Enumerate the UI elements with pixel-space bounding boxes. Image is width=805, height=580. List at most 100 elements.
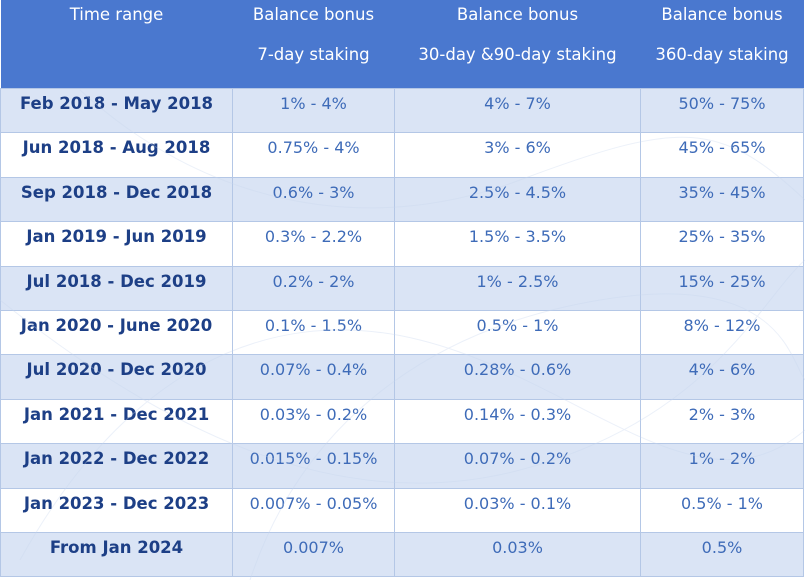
time-range-cell: Jan 2020 - June 2020: [0, 309, 233, 356]
bonus-30-90-day-cell: 0.07% - 0.2%: [394, 443, 641, 489]
bonus-7-day-text: 0.2% - 2%: [272, 271, 355, 291]
table-row: Jun 2018 - Aug 2018 0.75% - 4% 3% - 6% 4…: [0, 132, 804, 178]
bonus-30-90-day-cell: 0.14% - 0.3%: [394, 398, 641, 445]
time-range-cell: Jan 2019 - Jun 2019: [0, 221, 233, 267]
bonus-30-90-day-text: 0.5% - 1%: [476, 315, 559, 335]
table-row: Jan 2023 - Dec 2023 0.007% - 0.05% 0.03%…: [0, 487, 804, 533]
bonus-7-day-text: 0.007%: [282, 537, 344, 557]
bonus-7-day-text: 0.1% - 1.5%: [264, 315, 363, 335]
time-range-text: Jul 2018 - Dec 2019: [26, 271, 207, 291]
bonus-360-day-text: 4% - 6%: [688, 360, 756, 380]
time-range-cell: From Jan 2024: [0, 531, 233, 578]
time-range-cell: Jun 2018 - Aug 2018: [0, 132, 233, 178]
bonus-30-90-day-cell: 0.28% - 0.6%: [394, 354, 641, 400]
bonus-7-day-text: 0.07% - 0.4%: [259, 360, 368, 380]
bonus-7-day-text: 0.015% - 0.15%: [249, 449, 378, 469]
header-time-range: Time range: [0, 0, 233, 89]
table-row: Jan 2019 - Jun 2019 0.3% - 2.2% 1.5% - 3…: [0, 221, 804, 267]
time-range-cell: Jan 2023 - Dec 2023: [0, 487, 233, 533]
header-label-line2: 7-day staking: [257, 45, 370, 64]
bonus-7-day-cell: 0.2% - 2%: [232, 265, 395, 311]
bonus-30-90-day-cell: 4% - 7%: [394, 87, 641, 134]
header-label-line2: 360-day staking: [655, 45, 789, 64]
bonus-7-day-cell: 0.015% - 0.15%: [232, 443, 395, 489]
time-range-cell: Jan 2022 - Dec 2022: [0, 443, 233, 489]
header-30-90-day-staking: Balance bonus 30-day &90-day staking: [394, 0, 641, 89]
header-label-line1: Time range: [69, 5, 164, 24]
bonus-7-day-cell: 0.03% - 0.2%: [232, 398, 395, 445]
table-row: Jan 2021 - Dec 2021 0.03% - 0.2% 0.14% -…: [0, 398, 804, 445]
time-range-cell: Jul 2018 - Dec 2019: [0, 265, 233, 311]
table-row: Feb 2018 - May 2018 1% - 4% 4% - 7% 50% …: [0, 87, 804, 134]
bonus-360-day-cell: 15% - 25%: [640, 265, 804, 311]
header-7-day-staking: Balance bonus 7-day staking: [232, 0, 395, 89]
bonus-360-day-text: 2% - 3%: [688, 404, 756, 424]
bonus-360-day-cell: 2% - 3%: [640, 398, 804, 445]
time-range-text: Sep 2018 - Dec 2018: [20, 182, 213, 202]
header-label-line1: Balance bonus: [456, 5, 579, 24]
bonus-7-day-text: 0.007% - 0.05%: [249, 493, 378, 513]
bonus-7-day-cell: 0.007%: [232, 531, 395, 578]
time-range-text: Jan 2021 - Dec 2021: [23, 404, 210, 424]
time-range-cell: Sep 2018 - Dec 2018: [0, 176, 233, 223]
bonus-30-90-day-text: 4% - 7%: [484, 94, 551, 113]
bonus-30-90-day-text: 3% - 6%: [484, 138, 551, 158]
bonus-30-90-day-text: 1% - 2.5%: [476, 271, 559, 291]
bonus-30-90-day-text: 0.28% - 0.6%: [463, 360, 572, 380]
time-range-text: From Jan 2024: [49, 537, 184, 557]
time-range-text: Jan 2019 - Jun 2019: [26, 227, 207, 247]
bonus-360-day-cell: 45% - 65%: [640, 132, 804, 178]
bonus-30-90-day-text: 1.5% - 3.5%: [468, 227, 567, 247]
bonus-7-day-text: 0.3% - 2.2%: [264, 227, 363, 247]
bonus-360-day-text: 0.5% - 1%: [681, 493, 763, 513]
table-row: Jul 2018 - Dec 2019 0.2% - 2% 1% - 2.5% …: [0, 265, 804, 311]
header-label-line2: 30-day &90-day staking: [418, 45, 617, 64]
time-range-text: Jun 2018 - Aug 2018: [22, 138, 211, 158]
bonus-30-90-day-cell: 1% - 2.5%: [394, 265, 641, 311]
time-range-text: Jul 2020 - Dec 2020: [26, 360, 207, 380]
table-body: Feb 2018 - May 2018 1% - 4% 4% - 7% 50% …: [0, 87, 804, 578]
bonus-360-day-cell: 8% - 12%: [640, 309, 804, 356]
time-range-cell: Jul 2020 - Dec 2020: [0, 354, 233, 400]
bonus-7-day-cell: 0.6% - 3%: [232, 176, 395, 223]
time-range-text: Jan 2022 - Dec 2022: [23, 449, 210, 469]
bonus-7-day-cell: 0.75% - 4%: [232, 132, 395, 178]
bonus-7-day-text: 0.03% - 0.2%: [259, 404, 368, 424]
time-range-text: Feb 2018 - May 2018: [19, 94, 214, 113]
table-row: Sep 2018 - Dec 2018 0.6% - 3% 2.5% - 4.5…: [0, 176, 804, 223]
bonus-360-day-text: 45% - 65%: [678, 138, 766, 158]
bonus-360-day-text: 1% - 2%: [688, 449, 756, 469]
bonus-360-day-text: 15% - 25%: [678, 271, 766, 291]
bonus-30-90-day-text: 0.14% - 0.3%: [463, 404, 572, 424]
bonus-360-day-cell: 0.5%: [640, 531, 804, 578]
time-range-text: Jan 2023 - Dec 2023: [23, 493, 210, 513]
header-row: Time range Balance bonus 7-day staking B…: [0, 0, 804, 89]
time-range-text: Jan 2020 - June 2020: [20, 315, 213, 335]
bonus-7-day-cell: 1% - 4%: [232, 87, 395, 134]
bonus-360-day-text: 50% - 75%: [678, 94, 766, 113]
table-row: Jul 2020 - Dec 2020 0.07% - 0.4% 0.28% -…: [0, 354, 804, 400]
header-label-line1: Balance bonus: [661, 5, 783, 24]
bonus-30-90-day-cell: 0.03%: [394, 531, 641, 578]
header-360-day-staking: Balance bonus 360-day staking: [640, 0, 804, 89]
bonus-7-day-text: 0.6% - 3%: [272, 182, 355, 202]
bonus-30-90-day-cell: 1.5% - 3.5%: [394, 221, 641, 267]
bonus-30-90-day-text: 0.07% - 0.2%: [463, 449, 572, 469]
bonus-30-90-day-text: 0.03%: [492, 537, 543, 557]
bonus-30-90-day-text: 2.5% - 4.5%: [468, 182, 567, 202]
table-row: Jan 2022 - Dec 2022 0.015% - 0.15% 0.07%…: [0, 443, 804, 489]
bonus-7-day-cell: 0.1% - 1.5%: [232, 309, 395, 356]
time-range-cell: Jan 2021 - Dec 2021: [0, 398, 233, 445]
bonus-30-90-day-cell: 0.5% - 1%: [394, 309, 641, 356]
bonus-7-day-cell: 0.3% - 2.2%: [232, 221, 395, 267]
bonus-360-day-text: 35% - 45%: [678, 182, 766, 202]
table-header: Time range Balance bonus 7-day staking B…: [0, 0, 804, 89]
header-label-line1: Balance bonus: [252, 5, 375, 24]
time-range-cell: Feb 2018 - May 2018: [0, 87, 233, 134]
bonus-360-day-text: 0.5%: [701, 537, 743, 557]
table-row: From Jan 2024 0.007% 0.03% 0.5%: [0, 531, 804, 578]
bonus-7-day-text: 1% - 4%: [280, 94, 347, 113]
bonus-30-90-day-cell: 2.5% - 4.5%: [394, 176, 641, 223]
bonus-360-day-cell: 35% - 45%: [640, 176, 804, 223]
